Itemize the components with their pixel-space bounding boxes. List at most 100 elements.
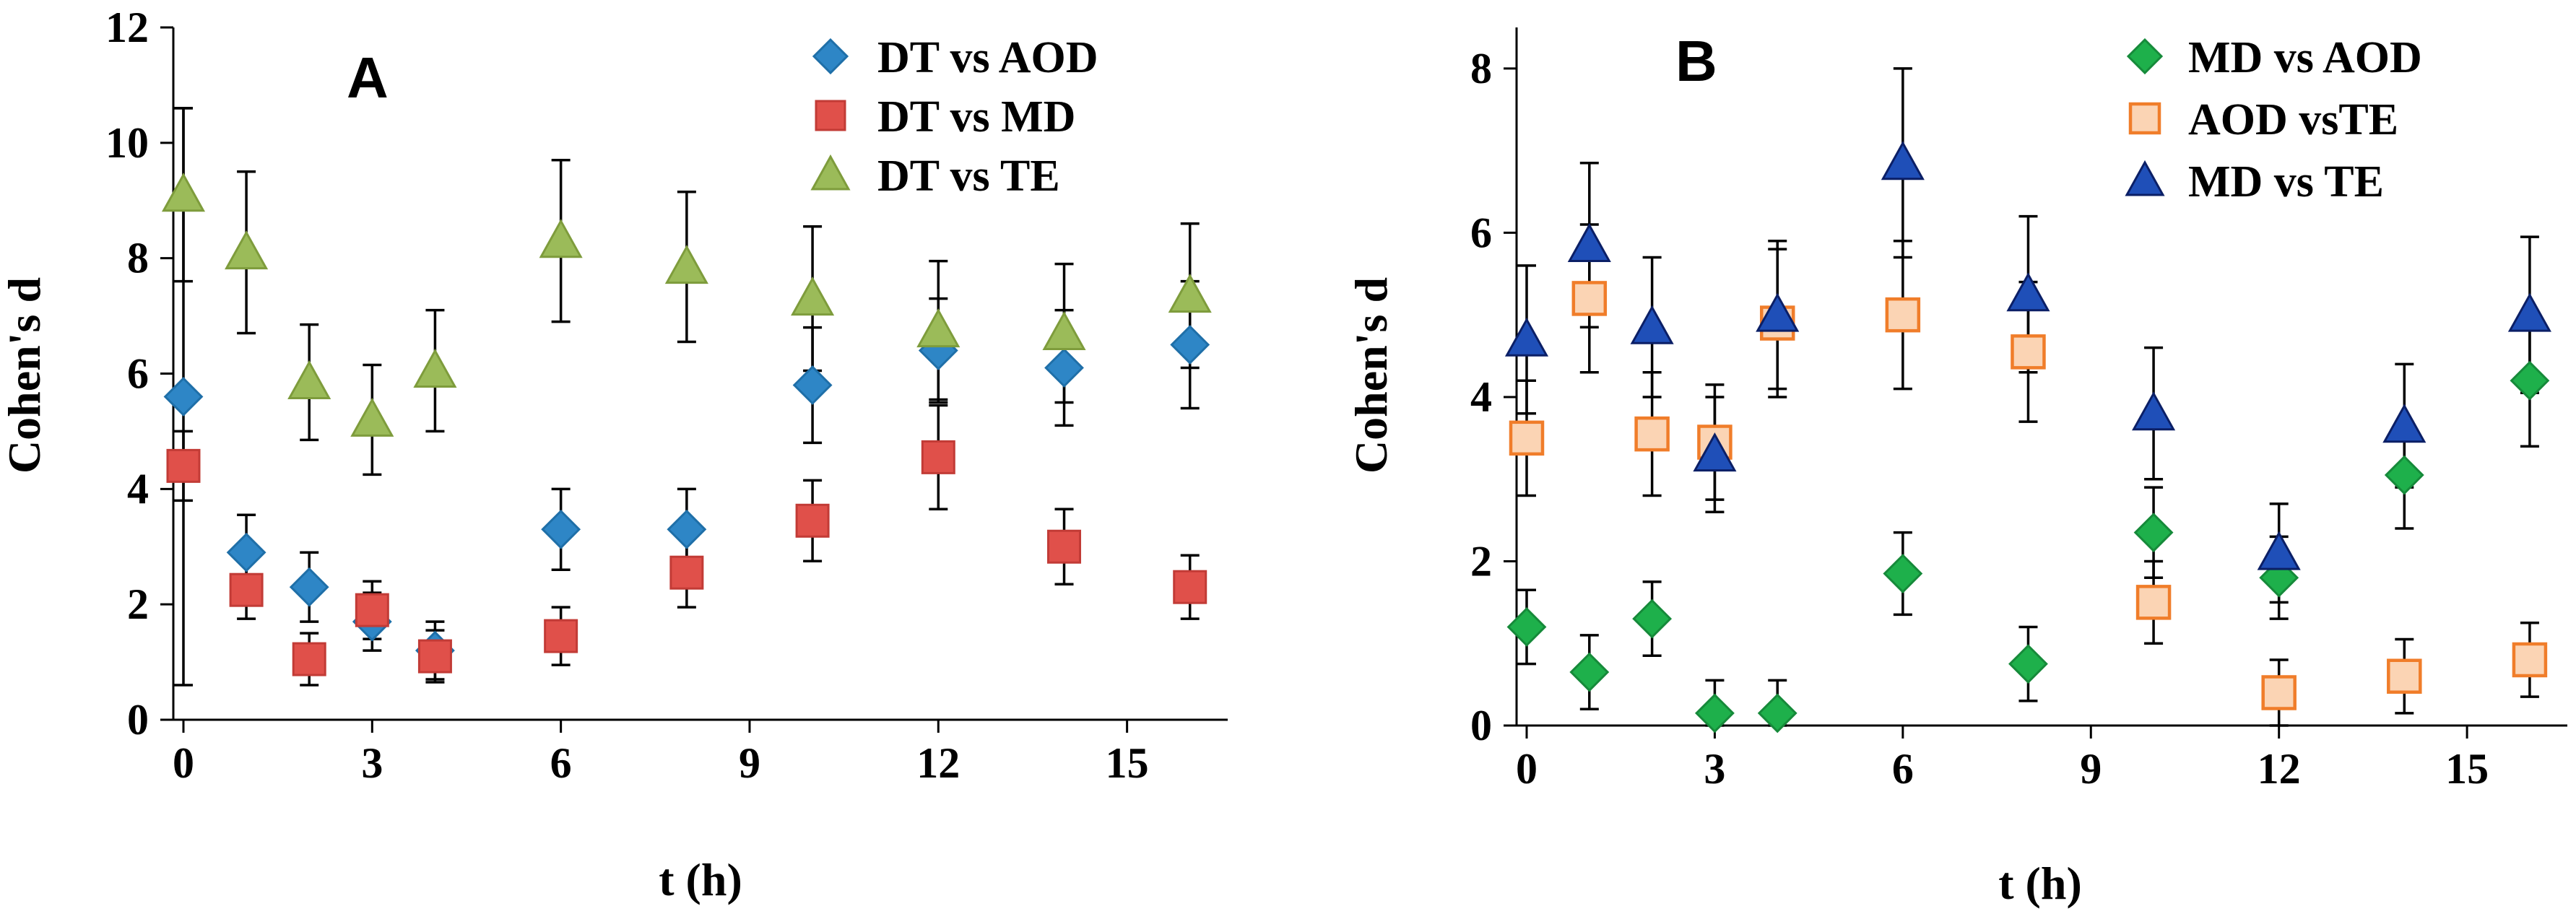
panel-b-x-tick-label: 9 [2080, 745, 2102, 793]
panel-b-y-tick-label: 8 [1470, 45, 1492, 92]
panel-a-data-point [161, 173, 206, 212]
panel-b-y-tick-label: 2 [1470, 537, 1492, 585]
panel-b-label: B [1675, 29, 1717, 93]
panel-b-legend-label: MD vs AOD [2188, 33, 2422, 82]
panel-a-x-tick-label: 9 [739, 739, 760, 787]
panel-b-data-point [2257, 531, 2301, 570]
panel-b-data-point [2261, 675, 2297, 710]
panel-a-data-point [1047, 529, 1082, 564]
panel-a-data-point [791, 276, 835, 316]
panel-b-gridless-plot [1515, 27, 2567, 727]
panel-a-data-point [1173, 570, 1207, 604]
panel-a-data-point [539, 219, 583, 258]
panel-a-y-tick-label: 0 [127, 696, 149, 744]
panel-b-data-point [2510, 360, 2550, 401]
panel-b-legend-label: MD vs TE [2188, 157, 2384, 206]
panel-a-series [161, 107, 1212, 687]
panel-b-series-3-points [1504, 141, 2551, 570]
panel-a-legend-marker [815, 100, 846, 131]
panel-a: 0 2 4 6 8 10 12 0 3 6 9 12 15 A t (h) Cohen's d DT … [0, 4, 1228, 905]
panel-b-data-point [1883, 554, 1923, 593]
panel-b-data-point [2006, 272, 2050, 312]
panel-a-x-tick-label: 12 [916, 739, 960, 787]
panel-a-data-point [664, 245, 708, 284]
panel-b-y-ticks: 0 2 4 6 8 [1470, 45, 1517, 749]
panel-a-data-point [225, 230, 269, 270]
panel-b-data-point [2132, 391, 2176, 431]
panel-a-data-point [1168, 274, 1212, 313]
panel-a-data-point [413, 348, 457, 388]
panel-a-series-2-points [166, 440, 1207, 676]
panel-b-data-point [1756, 292, 1800, 332]
panel-a-x-ticks: 0 3 6 9 12 15 [173, 720, 1149, 787]
panel-a-data-point [669, 555, 704, 590]
panel-b-data-point [1695, 693, 1735, 733]
panel-b-data-point [2135, 585, 2172, 620]
panel-b-data-point [1504, 317, 1549, 357]
panel-b-data-point [1881, 141, 1925, 180]
panel-b-data-point [1569, 652, 1610, 692]
panel-b-x-tick-label: 3 [1704, 745, 1725, 793]
panel-b-legend-marker [2128, 102, 2161, 135]
panel-b-data-point [1630, 305, 1674, 344]
panel-b-data-point [1506, 607, 1547, 647]
panel-a-y-tick-label: 8 [127, 235, 149, 282]
panel-a-data-point [1044, 348, 1084, 388]
panel-a-legend-marker [812, 38, 849, 75]
panel-a-data-point [226, 532, 266, 572]
panel-a-x-tick-label: 0 [173, 739, 194, 787]
panel-a-legend-label: DT vs AOD [877, 33, 1098, 82]
panel-b-legend-marker [2125, 160, 2165, 196]
panel-b-y-tick-label: 4 [1470, 373, 1492, 421]
panel-a-series-3-points [161, 173, 1212, 437]
panel-a-data-point [287, 360, 331, 399]
panel-b-data-point [1757, 693, 1797, 733]
panel-b-data-point [2133, 513, 2174, 553]
panel-a-y-ticks: 0 2 4 6 8 10 12 [105, 4, 173, 744]
panel-b-data-point [1571, 281, 1608, 316]
panel-b-series-3 [1517, 67, 2539, 604]
panel-b-data-point [2008, 644, 2048, 684]
panel-b-x-tick-label: 6 [1892, 745, 1914, 793]
panel-a-data-point [1170, 325, 1210, 365]
panel-b-data-point [2507, 292, 2551, 332]
panel-a-legend: DT vs AOD DT vs MD DT vs TE [810, 33, 1098, 201]
panel-b-data-point [1509, 420, 1545, 456]
panel-a-data-point [166, 448, 201, 483]
panel-a-y-tick-label: 12 [105, 4, 149, 51]
panel-b-series [1504, 67, 2551, 733]
panel-a-legend-label: DT vs MD [877, 92, 1075, 141]
panel-a-y-axis-title: Cohen's d [0, 277, 50, 474]
panel-b-y-tick-label: 0 [1470, 702, 1492, 749]
panel-a-data-point [289, 567, 329, 607]
panel-a-data-point [541, 509, 581, 549]
panel-a-x-axis-title: t (h) [659, 854, 742, 905]
panel-a-y-tick-label: 4 [127, 465, 149, 513]
panel-a-legend-label: DT vs TE [877, 152, 1060, 201]
panel-a-data-point [921, 440, 955, 474]
panel-b: 0 2 4 6 8 0 3 6 9 12 15 B t (h) Cohen's d MD vs A… [1345, 27, 2567, 909]
panel-b-x-ticks: 0 3 6 9 12 15 [1516, 726, 2489, 793]
panel-a-data-point [1042, 310, 1086, 351]
panel-a-y-tick-label: 6 [127, 350, 149, 398]
panel-b-legend: MD vs AOD AOD vsTE MD vs TE [2125, 33, 2422, 206]
panel-a-y-tick-label: 10 [105, 119, 149, 167]
panel-b-legend-marker [2126, 38, 2164, 75]
panel-b-data-point [2512, 642, 2548, 678]
panel-b-data-point [2387, 658, 2422, 694]
panel-b-x-tick-label: 0 [1516, 745, 1538, 793]
panel-b-legend-label: AOD vsTE [2188, 95, 2398, 144]
panel-b-data-point [1693, 432, 1737, 472]
panel-a-data-point [229, 572, 264, 607]
panel-a-data-point [916, 308, 960, 348]
panel-b-series-1-points [1506, 360, 2550, 733]
panel-a-data-point [350, 397, 394, 437]
panel-a-y-tick-label: 2 [127, 580, 149, 628]
panel-a-data-point [795, 503, 830, 538]
panel-a-label: A [347, 45, 389, 110]
panel-a-legend-marker [810, 154, 851, 191]
panel-a-data-point [292, 642, 326, 676]
panel-b-data-point [1632, 598, 1673, 639]
